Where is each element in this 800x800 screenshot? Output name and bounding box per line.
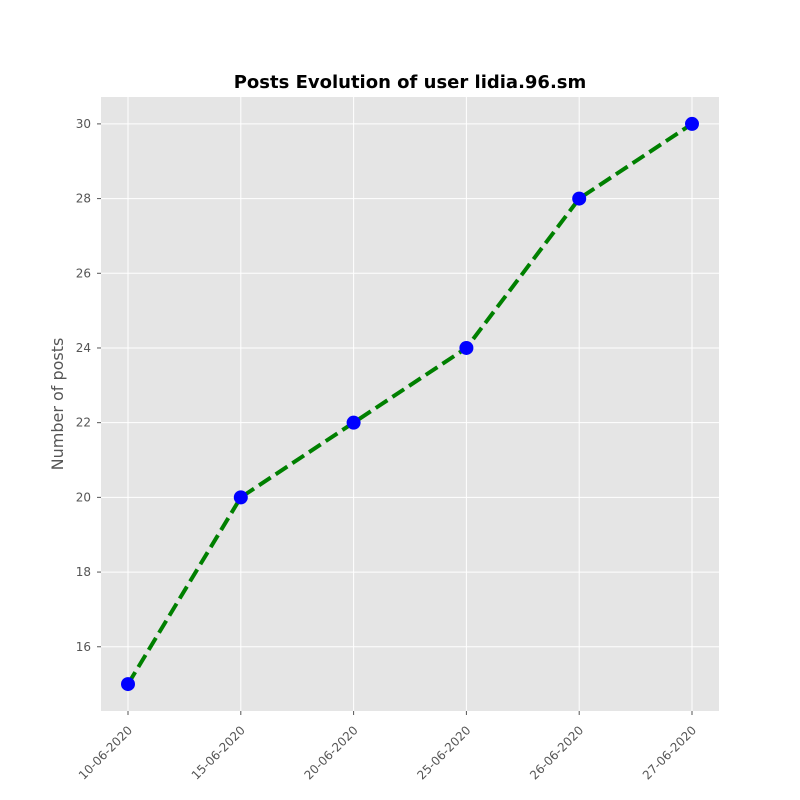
x-tick-label: 10-06-2020 [76,723,135,782]
y-tick-label: 22 [76,416,91,430]
y-tick-label: 16 [76,640,91,654]
y-tick-label: 28 [76,192,91,206]
data-point [121,677,135,692]
x-tick-label: 27-06-2020 [640,723,699,782]
y-axis-label: Number of posts [48,338,67,471]
series-line [126,122,694,686]
data-point [572,191,587,206]
x-axis: 10-06-2020 15-06-2020 20-06-2020 25-06-2020… [76,711,699,782]
data-point [233,490,248,505]
y-tick-label: 30 [76,117,91,131]
data-point [346,415,361,430]
grid [101,97,719,711]
y-tick-label: 24 [76,341,91,355]
x-tick-label: 20-06-2020 [302,723,361,782]
x-tick-label: 26-06-2020 [527,723,586,782]
x-tick-label: 15-06-2020 [189,723,248,782]
data-point [459,340,474,355]
chart-title: Posts Evolution of user lidia.96.sm [234,72,587,93]
y-axis: 16 18 20 22 24 26 28 30 [76,117,101,654]
plot-area [101,97,719,711]
y-tick-label: 26 [76,266,91,280]
series-layer [121,116,699,692]
x-tick-label: 25-06-2020 [414,723,473,782]
y-tick-label: 18 [76,565,91,579]
y-tick-label: 20 [76,490,91,504]
data-point [685,116,699,131]
